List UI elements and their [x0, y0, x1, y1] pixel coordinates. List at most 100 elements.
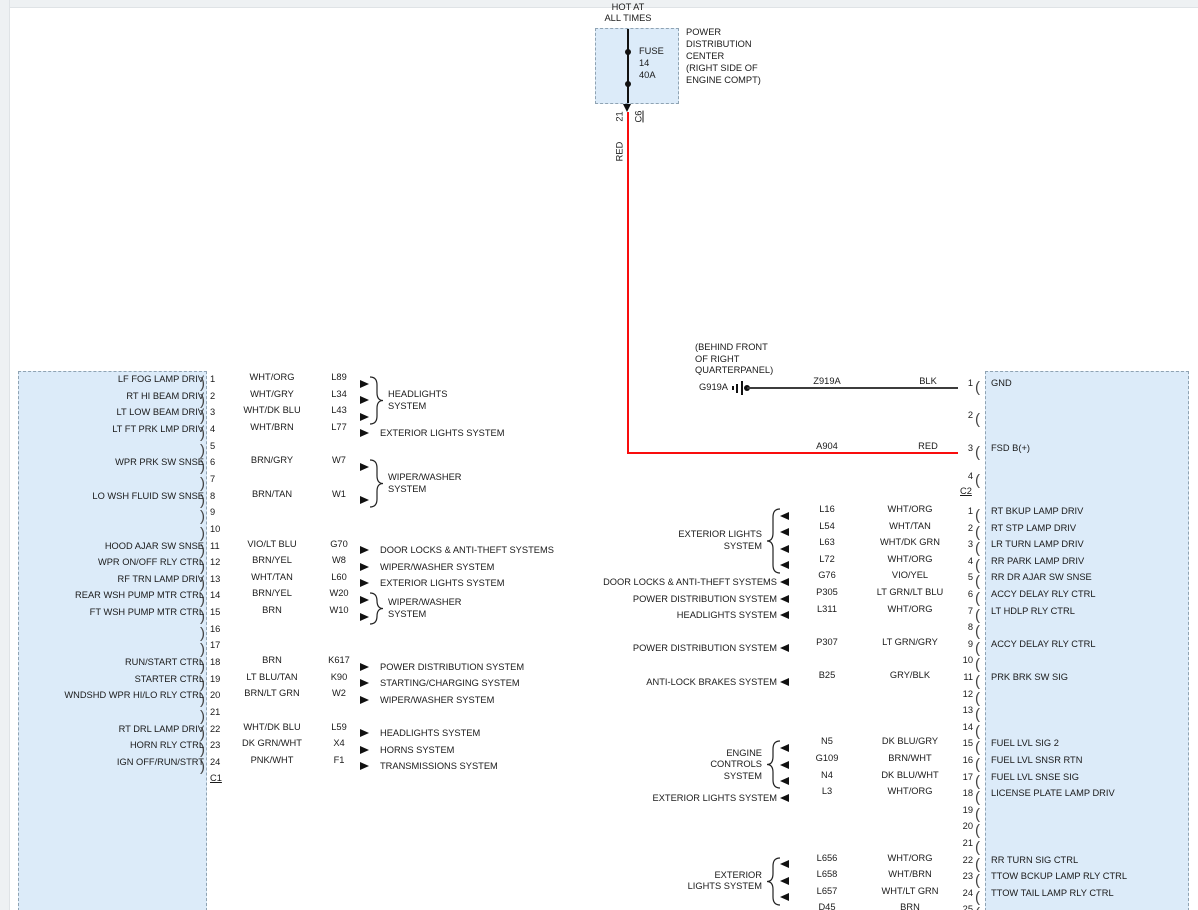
circuit-id-label: L34	[331, 388, 347, 399]
window-edge-left	[0, 0, 10, 910]
source-system-label: ANTI-LOCK BRAKES SYSTEM	[646, 676, 777, 687]
wire-color-label: WHT/ORG	[887, 504, 933, 514]
fuse-rating: 40A	[639, 70, 656, 80]
pin-socket: (	[975, 639, 980, 657]
hot-at-all-times-label: HOT AT ALL TIMES	[604, 2, 652, 23]
pin-number: 21	[962, 838, 973, 848]
wire-color-label: WHT/ORG	[887, 553, 933, 564]
pin-number: 6	[210, 457, 216, 468]
fuse-terminal-dot	[624, 81, 631, 87]
pin-socket: )	[200, 541, 205, 559]
pin-socket: (	[975, 590, 980, 607]
pin-socket: (	[975, 839, 980, 856]
pin-number: 15	[962, 738, 973, 749]
pin-socket: )	[200, 524, 205, 542]
pin-number: 10	[962, 655, 973, 666]
wire-color-label: BRN/YEL	[252, 588, 292, 599]
destination-system-label: WIPER/WASHER SYSTEM	[388, 472, 462, 494]
fuse-box	[595, 28, 679, 104]
wire-color-label: WHT/ORG	[887, 603, 933, 614]
circuit-id-label: X4	[333, 738, 345, 749]
ground-id-label: G919A	[699, 382, 728, 392]
wire-color-label: BRN/YEL	[252, 555, 292, 566]
ground-symbol-icon	[736, 383, 738, 393]
pin-label: LR TURN LAMP DRIV	[991, 539, 1084, 550]
circuit-id-label: W20	[329, 588, 349, 599]
wire-arrow-icon	[780, 511, 789, 520]
pin-number: 2	[210, 390, 216, 401]
source-brace	[766, 508, 781, 574]
wire-arrow-icon	[360, 546, 369, 554]
pin-label: LF FOG LAMP DRIV	[117, 374, 204, 384]
pin-number: 14	[210, 590, 221, 601]
pin-label: RUN/START CTRL	[124, 657, 204, 668]
circuit-id-label: L77	[331, 421, 347, 432]
pin-socket: )	[200, 724, 205, 742]
pin-label: TTOW TAIL LAMP RLY CTRL	[991, 887, 1114, 898]
pin-socket: )	[200, 624, 205, 642]
circuit-id-label: P305	[816, 587, 838, 597]
window-edge-top	[0, 0, 1198, 8]
wire-arrow-icon	[360, 379, 369, 388]
wire-color-label: BRN/TAN	[251, 488, 293, 499]
pin-label: WNDSHD WPR HI/LO RLY CTRL	[64, 690, 204, 701]
destination-system-label: EXTERIOR LIGHTS SYSTEM	[380, 428, 505, 439]
pin-socket: (	[975, 805, 980, 823]
wire-color-label: BRN	[900, 902, 920, 910]
pin-label: RT STP LAMP DRIV	[991, 522, 1077, 533]
wire-arrow-icon	[780, 594, 789, 603]
pin-socket: (	[975, 507, 980, 524]
destination-system-label: WIPER/WASHER SYSTEM	[388, 597, 462, 619]
wire-arrow-icon	[360, 396, 369, 405]
pin-number: 7	[210, 473, 216, 484]
pin-socket: )	[200, 591, 205, 609]
right-connector-top-label: C2	[960, 486, 972, 496]
destination-system-label: STARTING/CHARGING SYSTEM	[380, 678, 520, 689]
pin-label: RR DR AJAR SW SNSE	[991, 572, 1092, 583]
wire-color-label: WHT/DK BLU	[243, 721, 301, 732]
pin-label: IGN OFF/RUN/STRT	[116, 756, 204, 767]
circuit-id-label: P307	[816, 636, 838, 647]
pin-socket: (	[975, 623, 980, 641]
ground-symbol-icon	[741, 381, 743, 395]
destination-system-label: DOOR LOCKS & ANTI-THEFT SYSTEMS	[380, 545, 554, 555]
circuit-id-label: N5	[821, 736, 833, 747]
pin-number: 23	[962, 871, 973, 882]
pin-socket: (	[975, 822, 980, 840]
pin-number: 13	[962, 705, 973, 716]
wire-color-label: DK BLU/GRY	[881, 736, 939, 747]
pin-number: 19	[210, 673, 221, 684]
wire-arrow-icon	[780, 793, 789, 802]
pin-number: 2	[967, 522, 973, 533]
pin-label: HOOD AJAR SW SNSE	[104, 540, 204, 551]
wire-color-label: PNK/WHT	[250, 754, 294, 765]
pin-socket: (	[975, 888, 980, 906]
circuit-id-label: L59	[331, 721, 347, 732]
pin-label: RF TRN LAMP DRIV	[117, 573, 204, 584]
circuit-id-label: G70	[330, 538, 348, 549]
wire-arrow-icon	[360, 679, 369, 688]
circuit-id-label: W10	[329, 605, 349, 616]
pin-socket: (	[975, 573, 980, 591]
pin-label: RT BKUP LAMP DRIV	[991, 506, 1084, 516]
pin-socket: (	[975, 906, 980, 910]
wire-arrow-icon	[780, 677, 789, 686]
circuit-id-label: L311	[817, 603, 837, 614]
pin-socket: (	[975, 540, 980, 558]
wire-arrow-icon	[780, 611, 789, 620]
pin-number: 1	[967, 506, 973, 516]
pin-number: 20	[210, 690, 221, 701]
pin-socket: )	[200, 574, 205, 592]
pin-number: 9	[967, 638, 973, 649]
pin-label: REAR WSH PUMP MTR CTRL	[75, 590, 204, 601]
ground-wire	[747, 387, 958, 389]
wire-color-label: LT BLU/TAN	[246, 671, 298, 682]
circuit-id-label: L60	[331, 571, 347, 582]
destination-system-label: HEADLIGHTS SYSTEM	[388, 389, 448, 411]
wire-arrow-icon	[780, 644, 789, 653]
left-connector-label: C1	[210, 773, 222, 783]
circuit-id-label: G76	[818, 570, 836, 581]
pin-label: STARTER CTRL	[134, 673, 204, 684]
destination-system-label: HEADLIGHTS SYSTEM	[380, 728, 481, 739]
circuit-id-label: L3	[821, 786, 833, 797]
